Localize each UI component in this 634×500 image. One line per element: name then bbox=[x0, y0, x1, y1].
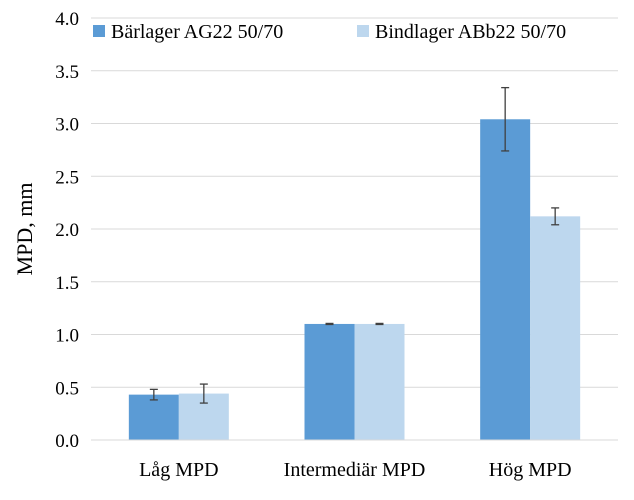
y-tick-label: 1.0 bbox=[55, 326, 79, 347]
legend: Bärlager AG22 50/70 Bindlager ABb22 50/70 bbox=[93, 21, 566, 43]
legend-label: Bärlager AG22 50/70 bbox=[111, 21, 283, 43]
bars bbox=[128, 119, 581, 440]
y-tick-label: 3.5 bbox=[55, 62, 79, 83]
bar bbox=[354, 323, 405, 440]
bar bbox=[304, 323, 355, 440]
y-tick-label: 0.5 bbox=[55, 378, 79, 399]
legend-swatch bbox=[93, 25, 105, 37]
x-category-label: Låg MPD bbox=[139, 459, 218, 481]
legend-swatch bbox=[357, 25, 369, 37]
y-tick-label: 3.0 bbox=[55, 115, 79, 136]
y-tick-label: 0.0 bbox=[55, 431, 79, 452]
x-category-label: Intermediär MPD bbox=[284, 459, 426, 481]
gridlines bbox=[91, 17, 618, 388]
y-tick-label: 4.0 bbox=[55, 9, 79, 30]
y-axis-ticks: 0.0 0.5 1.0 1.5 2.0 2.5 3.0 3.5 4.0 bbox=[55, 9, 79, 452]
x-axis-labels: Låg MPD Intermediär MPD Hög MPD bbox=[139, 459, 571, 481]
y-tick-label: 2.5 bbox=[55, 167, 79, 188]
bar bbox=[530, 216, 581, 440]
y-tick-label: 2.0 bbox=[55, 220, 79, 241]
x-category-label: Hög MPD bbox=[489, 459, 572, 481]
legend-label: Bindlager ABb22 50/70 bbox=[375, 21, 566, 43]
bar bbox=[128, 394, 179, 440]
error-bars bbox=[149, 86, 560, 404]
bar bbox=[480, 119, 531, 440]
y-axis-title: MPD, mm bbox=[12, 183, 37, 276]
y-tick-label: 1.5 bbox=[55, 273, 79, 294]
